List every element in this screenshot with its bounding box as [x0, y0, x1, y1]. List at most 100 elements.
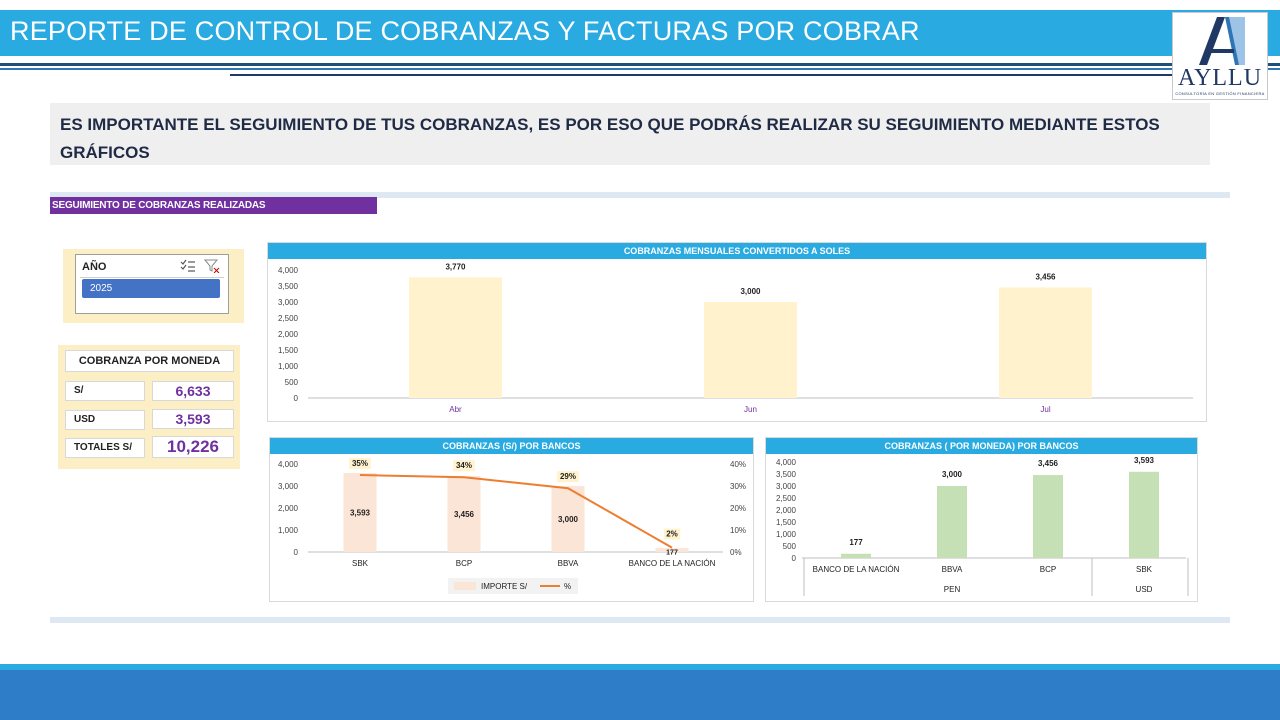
- currency-label: S/: [65, 381, 145, 401]
- data-label: 3,456: [1035, 272, 1056, 281]
- bar: [1129, 471, 1159, 558]
- currency-value: 3,593: [152, 409, 234, 429]
- data-label: 29%: [560, 472, 576, 481]
- data-label-bg: [552, 514, 584, 525]
- x-tick-label: BANCO DE LA NACIÓN: [813, 565, 900, 574]
- year-slicer: AÑO 2025: [75, 254, 229, 314]
- y-tick-label: 2,000: [278, 504, 299, 513]
- multi-select-icon[interactable]: [180, 259, 196, 273]
- data-label: 3,770: [445, 262, 466, 271]
- logo-text: AYLLU: [1177, 65, 1263, 91]
- y-tick-label: 0: [294, 394, 299, 403]
- currency-value: 6,633: [152, 381, 234, 401]
- year-slicer-container: AÑO 2025: [63, 249, 244, 323]
- y-tick-label: 2,500: [776, 494, 797, 503]
- total-label: TOTALES S/: [65, 438, 145, 458]
- data-label: 3,593: [1134, 456, 1155, 465]
- y-tick-label: 40%: [730, 460, 746, 469]
- chart-title: COBRANZAS MENSUALES CONVERTIDOS A SOLES: [268, 243, 1206, 259]
- bar: [841, 553, 871, 558]
- x-tick-label: BBVA: [558, 559, 579, 568]
- data-label: 3,593: [350, 508, 371, 517]
- total-value: 10,226: [152, 436, 234, 458]
- bank-combo-chart: 4,000 3,000 2,000 1,000 0 40% 30% 20% 10% 0% SBK 3,…: [278, 458, 746, 594]
- section-label: SEGUIMIENTO DE COBRANZAS REALIZADAS: [50, 197, 377, 214]
- y-tick-label: 1,500: [776, 518, 797, 527]
- data-label-bg: [453, 460, 475, 472]
- data-label-bg: [1029, 271, 1062, 283]
- x-tick-label: SBK: [352, 559, 369, 568]
- y-tick-label: 500: [285, 378, 299, 387]
- y-tick-label: 0: [294, 548, 299, 557]
- y-tick-label: 3,000: [776, 482, 797, 491]
- group-label: USD: [1136, 585, 1153, 594]
- y-tick-label: 1,000: [278, 526, 299, 535]
- data-label: 2%: [666, 530, 678, 539]
- x-tick-label: BBVA: [942, 565, 963, 574]
- y-tick-label: 0: [792, 554, 797, 563]
- group-label: PEN: [944, 585, 961, 594]
- legend-box: [448, 578, 578, 594]
- x-tick-label: BCP: [1040, 565, 1056, 574]
- data-label: 3,000: [558, 515, 579, 524]
- bar: [655, 548, 689, 552]
- header-divider: [0, 63, 1280, 66]
- data-label-bg: [936, 469, 968, 480]
- y-tick-label: 3,000: [278, 482, 299, 491]
- data-label-bg: [663, 528, 681, 540]
- data-label-bg: [349, 458, 371, 469]
- x-tick-label: BCP: [456, 559, 472, 568]
- data-label-bg: [557, 471, 579, 483]
- y-tick-label: 0%: [730, 548, 742, 557]
- y-tick-label: 2,000: [776, 506, 797, 515]
- y-tick-label: 20%: [730, 504, 746, 513]
- bar: [704, 302, 797, 398]
- monthly-collections-chart: COBRANZAS MENSUALES CONVERTIDOS A SOLES …: [267, 242, 1207, 422]
- y-tick-label: 3,000: [278, 298, 299, 307]
- slicer-item-2025[interactable]: 2025: [82, 279, 220, 298]
- currency-bar-chart: 4,000 3,500 3,000 2,500 2,000 1,500 1,000 500 0 1…: [776, 454, 1189, 596]
- footer-bar: [0, 670, 1280, 720]
- y-tick-label: 2,500: [278, 314, 299, 323]
- y-tick-label: 1,500: [278, 346, 299, 355]
- currency-summary-card: COBRANZA POR MONEDA S/ 6,633 USD 3,593 T…: [58, 345, 240, 469]
- data-label: 35%: [352, 459, 368, 468]
- y-tick-label: 1,000: [776, 530, 797, 539]
- data-label: 3,000: [942, 470, 963, 479]
- chart-title: COBRANZAS ( POR MONEDA) POR BANCOS: [766, 438, 1197, 454]
- x-tick-label: Jul: [1040, 405, 1050, 414]
- clear-filter-icon[interactable]: [204, 259, 220, 273]
- legend-label: IMPORTE S/: [481, 582, 528, 591]
- x-tick-label: SBK: [1136, 565, 1153, 574]
- bar: [937, 486, 967, 558]
- logo-mark-icon: [1199, 17, 1245, 65]
- intro-message: ES IMPORTANTE EL SEGUIMIENTO DE TUS COBR…: [50, 103, 1210, 165]
- page-title: REPORTE DE CONTROL DE COBRANZAS Y FACTUR…: [10, 16, 920, 46]
- bar: [1033, 475, 1063, 558]
- bar: [999, 287, 1092, 398]
- currency-label: USD: [65, 410, 145, 430]
- data-label-bg: [439, 261, 472, 273]
- data-label-bg: [448, 508, 480, 520]
- data-label: 3,456: [1038, 459, 1059, 468]
- x-tick-label: BANCO DE LA NACIÓN: [629, 559, 716, 568]
- logo-subtitle: CONSULTORÍA EN GESTIÓN FINANCIERA: [1175, 91, 1265, 96]
- section-band: [50, 617, 1230, 623]
- y-tick-label: 1,000: [278, 362, 299, 371]
- section-band: [50, 192, 1230, 198]
- x-tick-label: Jun: [744, 405, 757, 414]
- header-divider: [0, 68, 1280, 70]
- footer-strip: [0, 664, 1280, 670]
- header-divider: [230, 74, 1180, 76]
- slicer-header: AÑO: [82, 261, 107, 273]
- bar: [409, 277, 502, 398]
- header-bar: [0, 10, 1280, 56]
- collections-by-currency-chart: COBRANZAS ( POR MONEDA) POR BANCOS 4,000…: [765, 437, 1198, 602]
- data-label-bg: [1032, 458, 1064, 470]
- y-tick-label: 4,000: [278, 460, 299, 469]
- y-tick-label: 2,000: [278, 330, 299, 339]
- slicer-divider: [80, 277, 224, 278]
- chart-title: COBRANZAS (S/) POR BANCOS: [270, 438, 753, 454]
- monthly-bar-chart: 4,000 3,500 3,000 2,500 2,000 1,500 1,000 500 0 3…: [278, 261, 1193, 414]
